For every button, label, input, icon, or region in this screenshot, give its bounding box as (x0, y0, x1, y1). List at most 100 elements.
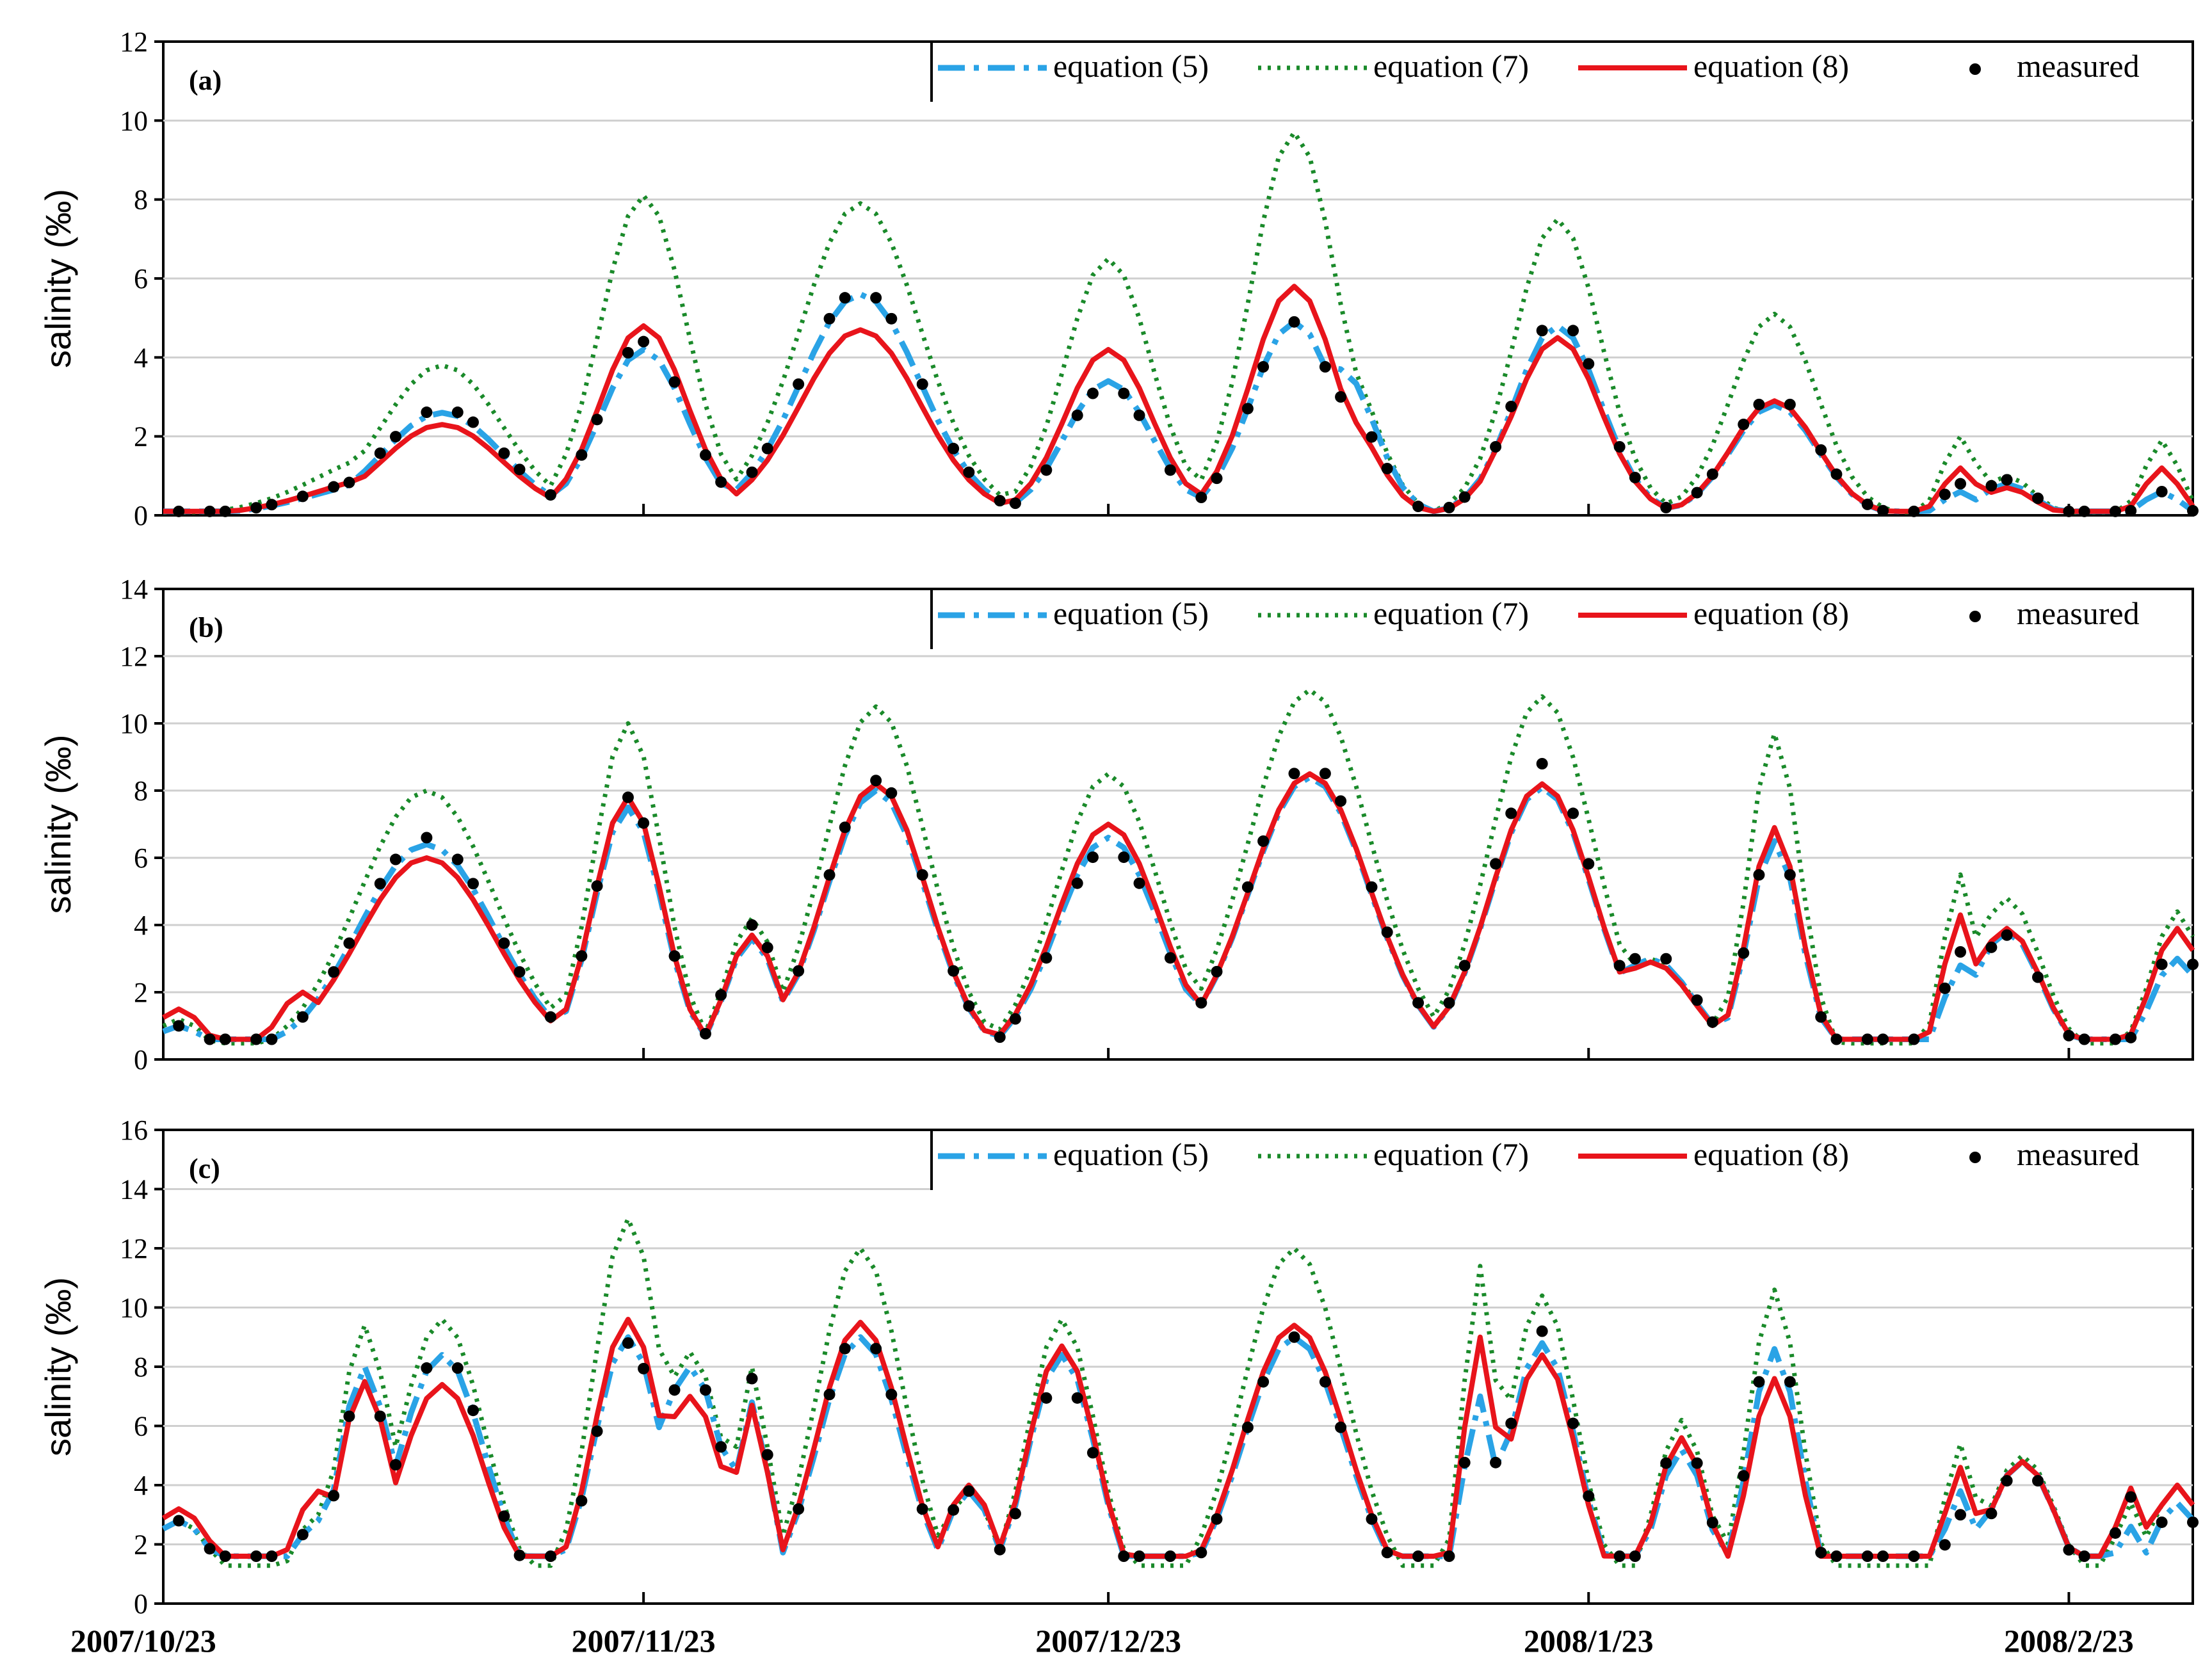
measured-point (963, 1000, 975, 1012)
panel-tag: (b) (189, 612, 223, 643)
measured-point (885, 1388, 898, 1401)
measured-point (1443, 501, 1455, 513)
measured-point (1164, 1550, 1176, 1562)
measured-point (266, 1033, 278, 1045)
y-tick-label: 12 (120, 1233, 148, 1264)
measured-point (1583, 858, 1595, 870)
measured-point (1241, 403, 1254, 415)
measured-point (1613, 1550, 1626, 1562)
measured-point (1908, 505, 1920, 517)
measured-point (699, 1027, 711, 1040)
measured-point (1241, 881, 1254, 893)
measured-point (250, 1033, 262, 1045)
measured-point (1164, 952, 1176, 964)
measured-point (746, 1372, 758, 1385)
measured-point (343, 1410, 355, 1422)
panel-1: 0 2 4 6 8 10 12 14 salinity (‰) (b) equation (5) eq… (38, 574, 2199, 1075)
measured-point (2110, 1527, 2122, 1539)
measured-point (451, 1362, 464, 1374)
measured-point (1861, 1550, 1873, 1562)
measured-point (1257, 1376, 1270, 1388)
measured-point (1660, 501, 1672, 513)
measured-point (1319, 361, 1331, 373)
measured-point (451, 406, 464, 419)
measured-point (2156, 1516, 2168, 1528)
y-tick-label: 0 (134, 500, 148, 531)
measured-point (1955, 1509, 1967, 1521)
x-date-label: 2008/2/23 (2004, 1623, 2134, 1659)
measured-point (1335, 795, 1347, 807)
measured-point (374, 1410, 386, 1422)
x-date-label: 2007/11/23 (572, 1623, 716, 1659)
measured-point (451, 853, 464, 865)
legend-box (932, 592, 2190, 649)
measured-point (328, 966, 340, 978)
measured-point (467, 878, 479, 890)
measured-point (1211, 1513, 1223, 1525)
y-tick-label: 4 (134, 342, 148, 373)
measured-point (761, 942, 773, 954)
measured-point (1009, 1508, 1021, 1520)
measured-point (963, 1485, 975, 1497)
measured-point (1257, 835, 1270, 847)
legend-box (932, 1132, 2190, 1190)
measured-point (870, 292, 882, 304)
measured-point (870, 1342, 882, 1355)
measured-point (544, 1011, 556, 1023)
measured-point (1536, 1325, 1548, 1337)
measured-point (1381, 1547, 1393, 1559)
measured-point (994, 495, 1006, 507)
measured-point (1071, 409, 1083, 421)
x-date-label: 2008/1/23 (1524, 1623, 1654, 1659)
measured-point (1660, 1457, 1672, 1469)
measured-point (1629, 953, 1641, 965)
measured-point (1877, 504, 1889, 517)
measured-point (823, 1388, 836, 1401)
y-tick-label: 8 (134, 184, 148, 216)
measured-point (1691, 1457, 1703, 1469)
measured-point (1815, 444, 1827, 456)
measured-point (173, 1020, 185, 1032)
y-tick-label: 10 (120, 105, 148, 136)
measured-point (1040, 1392, 1053, 1404)
series-eq5-line (161, 1334, 2195, 1559)
measured-point (839, 1342, 851, 1355)
measured-point (1985, 479, 1998, 492)
measured-point (699, 1384, 711, 1396)
legend-label: measured (2017, 48, 2140, 84)
measured-point (994, 1543, 1006, 1556)
measured-point (746, 919, 758, 931)
y-axis-label: salinity (‰) (38, 734, 78, 913)
y-tick-label: 2 (134, 977, 148, 1008)
measured-point (1629, 471, 1641, 483)
measured-point (2078, 1550, 2090, 1562)
legend-label: equation (8) (1693, 595, 1849, 631)
measured-point (1738, 947, 1750, 959)
measured-point (2187, 958, 2199, 970)
measured-point (1955, 946, 1967, 958)
measured-point (1691, 994, 1703, 1006)
measured-point (715, 1441, 727, 1453)
measured-point (1784, 869, 1796, 881)
measured-point (1753, 398, 1765, 410)
measured-point (219, 505, 231, 517)
measured-point (1443, 1550, 1455, 1562)
legend-label: equation (8) (1693, 48, 1849, 84)
measured-point (2063, 1029, 2075, 1042)
measured-point (1490, 858, 1502, 870)
measured-point (2032, 1475, 2044, 1487)
y-tick-label: 14 (120, 1174, 148, 1205)
measured-point (1366, 431, 1378, 443)
measured-point (1613, 440, 1626, 453)
measured-point (1443, 997, 1455, 1009)
legend-label: equation (5) (1053, 595, 1209, 631)
legend-label: measured (2017, 1136, 2140, 1172)
panel-tag: (c) (189, 1153, 220, 1184)
measured-point (1583, 1490, 1595, 1502)
measured-point (204, 1543, 216, 1555)
measured-point (1939, 488, 1951, 501)
measured-point (823, 869, 836, 881)
measured-point (1490, 1456, 1502, 1469)
measured-point (1536, 758, 1548, 769)
measured-point (1211, 965, 1223, 978)
